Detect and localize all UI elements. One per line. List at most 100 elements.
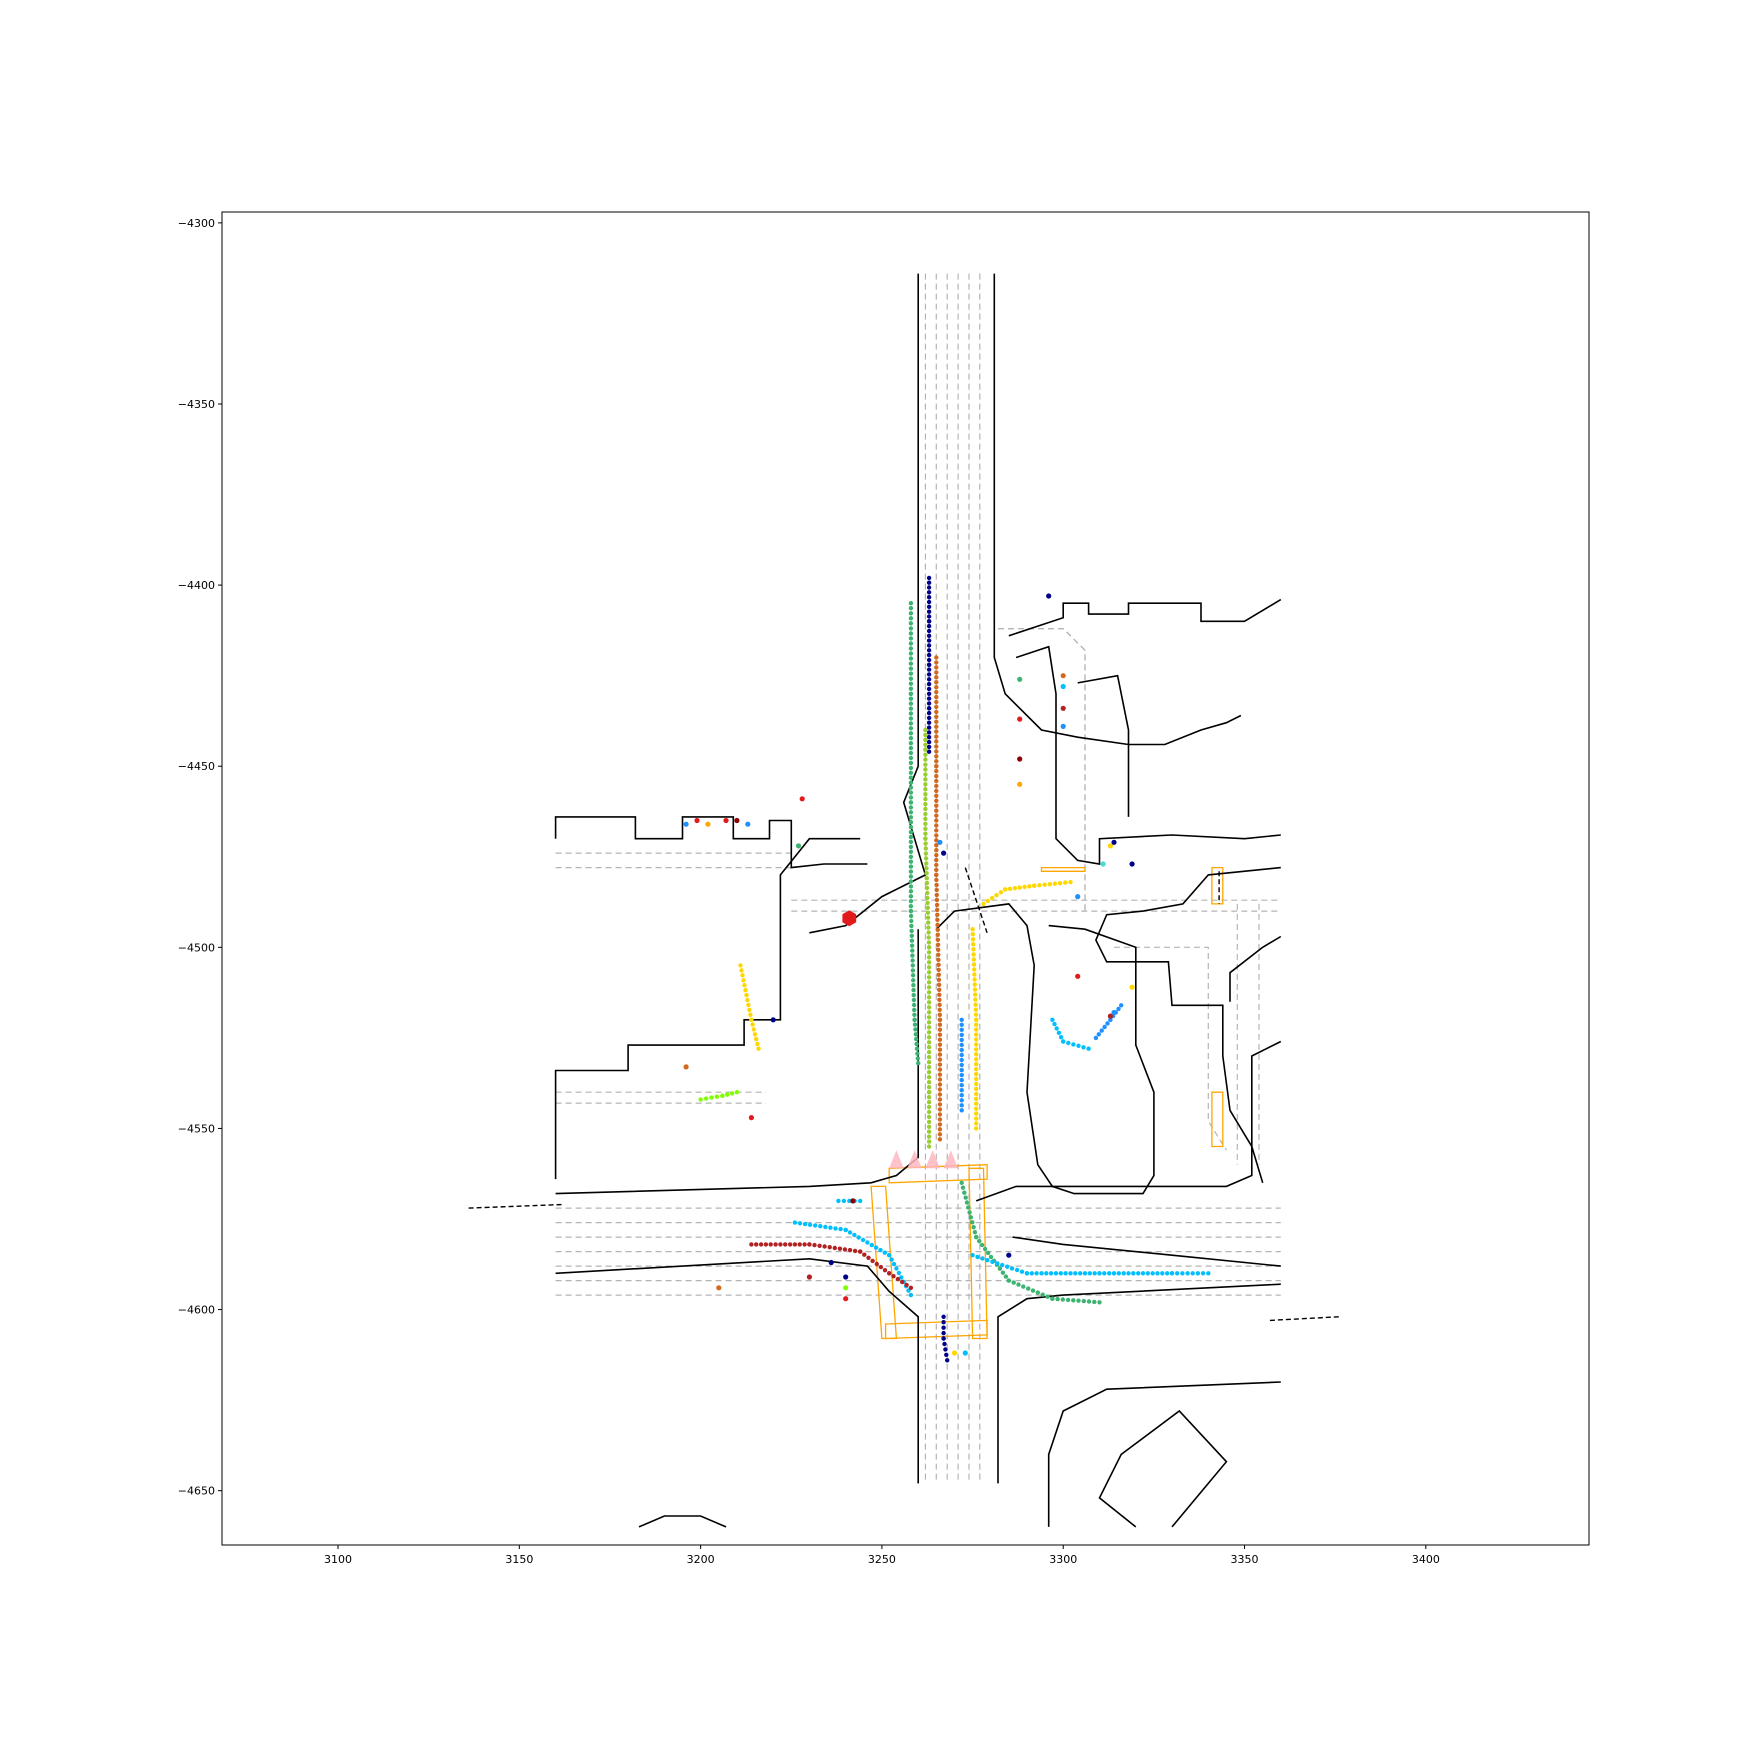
- trajectory-point: [934, 680, 939, 685]
- trajectory-point: [934, 719, 939, 724]
- trajectory-point: [1102, 1024, 1107, 1030]
- trajectory-point: [858, 1198, 863, 1204]
- trajectory-point: [926, 681, 932, 687]
- trajectory-point: [937, 1137, 943, 1142]
- trajectory-point: [882, 1250, 887, 1255]
- trajectory-point: [937, 1122, 943, 1127]
- trajectory-point: [923, 787, 928, 792]
- trajectory-point: [973, 1012, 979, 1017]
- trajectory-point: [832, 1245, 837, 1251]
- trajectory-point: [941, 1314, 946, 1320]
- trajectory-point: [966, 1205, 971, 1210]
- road-edge: [1229, 935, 1282, 1002]
- trajectory-point: [1058, 1271, 1064, 1276]
- trajectory-point: [974, 1032, 979, 1037]
- trajectory-point: [934, 828, 939, 833]
- agent-marker: [1111, 839, 1117, 845]
- trajectory-point: [1111, 1271, 1117, 1276]
- trajectory-point: [980, 1256, 985, 1261]
- trajectory-point: [1206, 1271, 1211, 1276]
- trajectory-point: [1034, 1271, 1039, 1276]
- trajectory-point: [935, 927, 940, 932]
- trajectory-point: [1016, 1282, 1021, 1287]
- trajectory-point: [847, 1230, 853, 1235]
- trajectory-point: [974, 1121, 979, 1126]
- trajectory-point: [1175, 1271, 1180, 1276]
- agent-marker: [1060, 673, 1066, 679]
- trajectory-point: [1076, 1298, 1081, 1303]
- trajectory-point: [910, 953, 915, 958]
- trajectory-point: [937, 1072, 943, 1077]
- trajectory-point: [974, 1091, 979, 1097]
- trajectory-point: [908, 829, 914, 835]
- trajectory-point: [908, 691, 914, 696]
- agent-marker: [694, 817, 700, 824]
- agent-marker: [1017, 716, 1023, 722]
- trajectory-point: [1150, 1271, 1155, 1276]
- trajectory-point: [941, 1320, 946, 1325]
- agent-marker: [843, 1296, 849, 1302]
- trajectory-point: [1082, 1271, 1088, 1276]
- trajectory-point: [979, 1242, 985, 1248]
- trajectory-point: [934, 862, 939, 868]
- trajectory-point: [968, 1215, 974, 1220]
- trajectory-point: [1195, 1271, 1201, 1276]
- x-axis: 3100 3150 3200 3250 3300 3350 3400: [324, 1545, 1440, 1566]
- trajectory-point: [1035, 1290, 1041, 1295]
- trajectory-point: [959, 1027, 964, 1033]
- trajectory-point: [908, 879, 914, 884]
- trajectory-point: [752, 1032, 758, 1037]
- trajectory-point: [990, 895, 995, 901]
- trajectory-point: [1055, 1296, 1060, 1302]
- agent-marker: [683, 821, 689, 827]
- trajectory-point: [934, 734, 939, 739]
- trajectory-point: [970, 932, 975, 937]
- trajectory-point: [937, 1127, 943, 1132]
- trajectory-point: [852, 1232, 857, 1238]
- trajectory-point: [937, 1082, 943, 1087]
- trajectory-point: [926, 1095, 932, 1100]
- trajectory-point: [1068, 879, 1073, 885]
- agent-marker: [1017, 756, 1023, 762]
- trajectory-point: [1165, 1271, 1170, 1276]
- trajectory-point: [926, 930, 931, 935]
- trajectory-point: [909, 933, 914, 938]
- trajectory-point: [742, 983, 747, 988]
- trajectory-point: [1012, 886, 1018, 891]
- trajectory-point: [937, 1047, 943, 1052]
- trajectory-point: [934, 798, 939, 803]
- trajectory-point: [1073, 1271, 1078, 1276]
- trajectory-point: [937, 1097, 943, 1102]
- crosswalk: [968, 1167, 988, 1340]
- trajectory-point: [891, 1261, 897, 1267]
- trajectory-point: [1107, 1271, 1112, 1276]
- trajectory-point: [1092, 1271, 1097, 1276]
- x-tick-label: 3150: [505, 1553, 533, 1566]
- trajectory-point: [926, 720, 932, 725]
- lane-centerline: [1114, 946, 1227, 1151]
- trajectory-point: [911, 983, 916, 988]
- trajectory-point: [915, 1051, 920, 1056]
- trajectory-point: [971, 952, 976, 957]
- trajectory-point: [934, 803, 939, 808]
- x-tick-label: 3200: [687, 1553, 715, 1566]
- trajectory-point: [908, 651, 914, 656]
- trajectory-point: [750, 1022, 755, 1027]
- trajectory-point: [924, 866, 929, 871]
- trajectory-point: [908, 824, 914, 830]
- trajectory-point: [1087, 1271, 1093, 1276]
- trajectory-point: [923, 811, 928, 817]
- trajectory-point: [862, 1252, 867, 1257]
- trajectory-point: [1131, 1271, 1136, 1276]
- trajectory-point: [908, 661, 914, 666]
- agent-marker: [745, 821, 751, 827]
- crosswalk: [884, 1319, 988, 1340]
- trajectory-point: [913, 1027, 918, 1032]
- trajectory-point: [869, 1242, 874, 1248]
- trajectory-point: [974, 1067, 979, 1072]
- y-tick-label: −4350: [178, 398, 215, 411]
- trajectory-point: [926, 1030, 932, 1035]
- trajectory-point: [971, 1225, 976, 1230]
- y-axis: −4300 −4350 −4400 −4450 −4500 −4550 −4600 −4650: [178, 217, 222, 1498]
